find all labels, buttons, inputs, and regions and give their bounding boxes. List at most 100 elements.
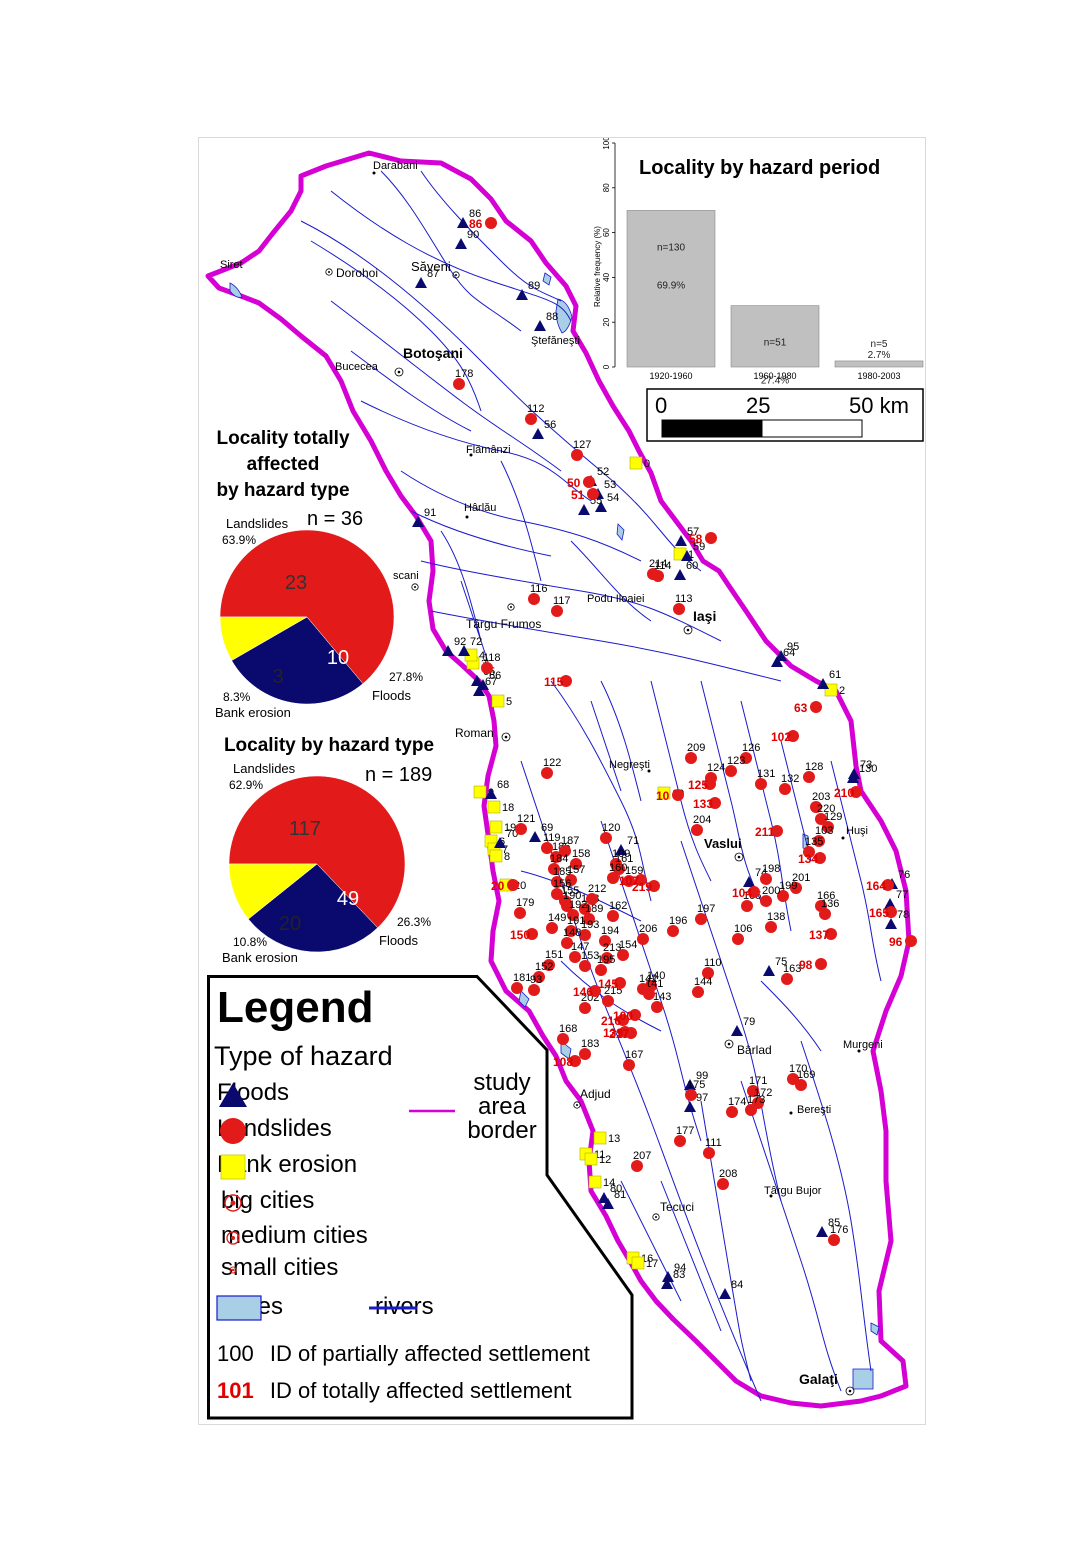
- flood-marker: [412, 516, 424, 527]
- period-bar-value-label: 2.7%: [868, 350, 891, 361]
- flood-marker: [684, 1079, 696, 1090]
- site-id-label: 57: [687, 526, 699, 538]
- site-id-label: 2: [839, 685, 845, 697]
- medium-city-icon: [226, 1231, 240, 1245]
- legend-row-bank-erosion: Bank erosion: [213, 1151, 357, 1180]
- city-label-podu-iloaiei: Podu Iloaiei: [587, 593, 645, 605]
- landslide-marker: [703, 1147, 715, 1159]
- flood-marker: [771, 656, 783, 667]
- site-id-label: 199: [779, 880, 797, 892]
- site-id-label-total: 134: [798, 852, 818, 866]
- flood-marker: [731, 1025, 743, 1036]
- site-id-label-total: 139: [603, 1026, 623, 1040]
- city-marker-small: [789, 1111, 793, 1115]
- city-marker-medium: [325, 268, 333, 276]
- flood-marker: [516, 289, 528, 300]
- site-id-label: 161: [615, 853, 633, 865]
- site-id-label: 81: [614, 1189, 626, 1201]
- city-marker-small: [372, 171, 376, 175]
- city-marker-small: [857, 1049, 861, 1053]
- city-marker-medium: [411, 583, 419, 591]
- site-id-label: 149: [548, 912, 566, 924]
- site-id-label: 131: [757, 768, 775, 780]
- period-bar-count: n=130: [657, 242, 686, 253]
- legend-row-lakes: lakes: [215, 1293, 283, 1321]
- bank-erosion-marker: [629, 456, 643, 470]
- landslide-marker-total: [587, 488, 599, 500]
- landslide-marker: [601, 952, 613, 964]
- site-id-label: 19: [504, 822, 516, 834]
- site-id-label: 106: [734, 923, 752, 935]
- landslide-marker: [561, 937, 573, 949]
- site-id-label: 160: [609, 862, 627, 874]
- landslide-marker-total: [614, 977, 626, 989]
- site-id-label: 178: [455, 368, 473, 380]
- city-marker-big: [724, 1039, 734, 1049]
- flood-marker: [662, 1271, 674, 1282]
- site-id-label: 194: [601, 925, 619, 937]
- site-id-label: 167: [625, 1049, 643, 1061]
- flood-marker: [529, 831, 541, 842]
- landslide-marker: [637, 983, 649, 995]
- site-id-label: 177: [676, 1125, 694, 1137]
- landslide-marker: [561, 900, 573, 912]
- landslide-marker: [571, 449, 583, 461]
- site-id-label-total: 100: [613, 1009, 633, 1023]
- landslide-marker: [795, 1079, 807, 1091]
- landslide-marker: [528, 984, 540, 996]
- site-id-label-total: 10: [656, 789, 670, 803]
- bank-erosion-marker: [489, 820, 503, 834]
- city-label-targu-frumos: Târgu Frumos: [466, 617, 541, 631]
- site-id-label: 208: [719, 1168, 737, 1180]
- pie-total-label-floods: Floods: [372, 688, 412, 703]
- landslide-marker: [557, 1033, 569, 1045]
- site-id-label: 220: [817, 803, 835, 815]
- site-id-label: 120: [602, 822, 620, 834]
- legend-border-label: study area border: [467, 1069, 537, 1144]
- period-ytick-label: 20: [602, 317, 611, 326]
- landslide-marker: [760, 873, 772, 885]
- pie-slice-value: 20: [279, 913, 301, 935]
- period-bar-count: n=5: [871, 339, 888, 350]
- site-id-label: 60: [686, 560, 698, 572]
- big-city-icon: [224, 1194, 242, 1212]
- pie-all-pct-floods: 26.3%: [397, 915, 431, 929]
- site-id-label-total: 108: [553, 1055, 573, 1069]
- site-id-label: 0: [644, 458, 650, 470]
- city-marker-medium: [573, 1101, 581, 1109]
- pie-slice-value: 23: [285, 572, 307, 594]
- site-id-label-total: 107: [619, 874, 639, 888]
- landslide-marker-total: [885, 906, 897, 918]
- site-id-label-total: 137: [809, 928, 829, 942]
- landslide-marker: [607, 872, 619, 884]
- period-ytick-label: 80: [602, 183, 611, 192]
- site-id-label: 72: [470, 636, 482, 648]
- site-id-label: 111: [705, 1137, 722, 1149]
- city-label-negresti: Negreşti: [609, 759, 650, 771]
- city-label-saveni: Săveni: [411, 259, 451, 274]
- site-id-label: 87: [427, 268, 439, 280]
- site-id-label: 17: [646, 1258, 658, 1270]
- site-id-label: 183: [581, 1038, 599, 1050]
- site-id-label-total: 146: [573, 985, 593, 999]
- site-id-label: 141: [645, 978, 663, 990]
- bank-erosion-marker: [631, 1256, 645, 1270]
- city-label-harlau: Hârlău: [464, 502, 496, 514]
- landslide-marker: [602, 995, 614, 1007]
- site-id-label: 189: [585, 903, 603, 915]
- site-id-label: 212: [588, 883, 606, 895]
- landslide-marker: [559, 845, 571, 857]
- landslide-marker-total: [850, 786, 862, 798]
- landslide-marker: [740, 752, 752, 764]
- site-id-label-total: 133: [693, 797, 713, 811]
- site-id-label: 151: [545, 949, 563, 961]
- site-id-label: 171: [749, 1075, 767, 1087]
- landslide-marker: [533, 971, 545, 983]
- site-id-label: 66: [489, 670, 501, 682]
- pie-total-affected: 23 10 3: [219, 529, 395, 705]
- landslide-marker: [725, 765, 737, 777]
- site-id-label-total: 50: [567, 476, 581, 490]
- city-label-iasi: Iaşi: [693, 608, 716, 624]
- landslide-marker: [631, 1160, 643, 1172]
- site-id-label: 143: [653, 991, 671, 1003]
